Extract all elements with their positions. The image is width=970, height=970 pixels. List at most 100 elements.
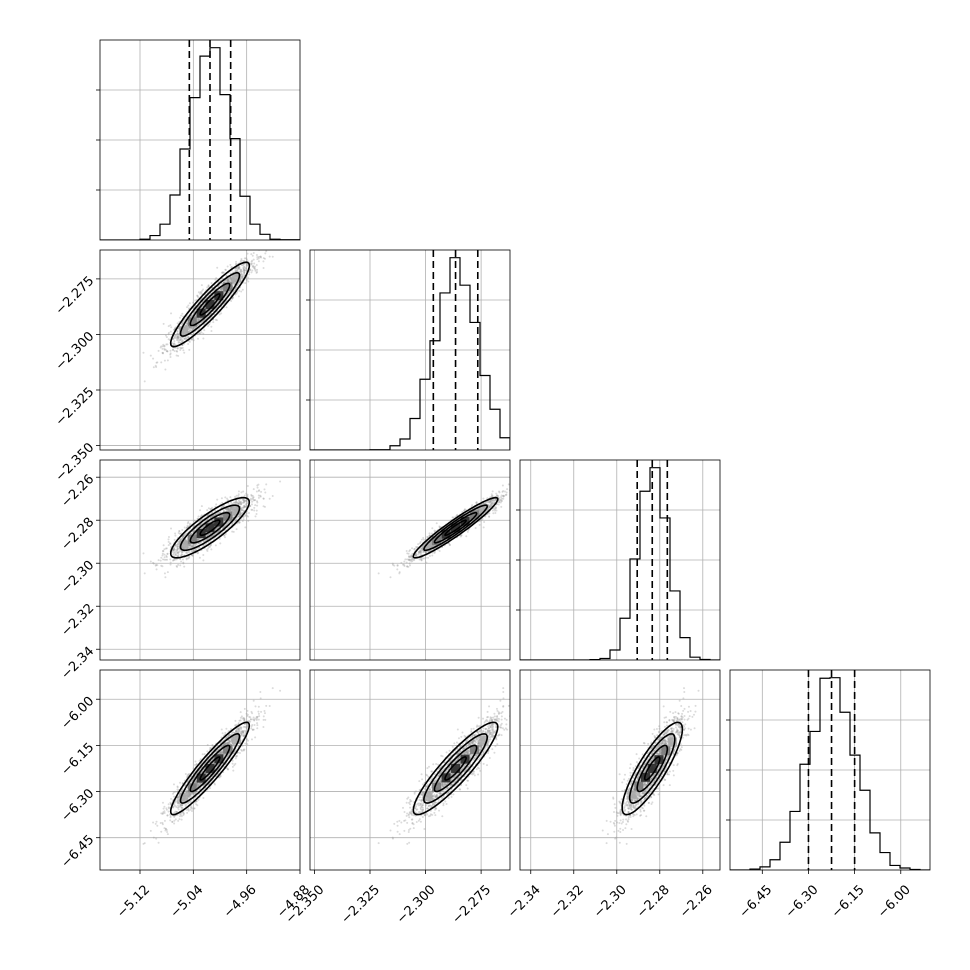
sample-point	[236, 501, 239, 504]
sample-point	[219, 528, 222, 531]
sample-point	[169, 542, 172, 545]
sample-point	[475, 501, 478, 504]
sample-point	[206, 549, 209, 552]
sample-point	[217, 530, 220, 533]
sample-point	[228, 509, 231, 512]
sample-point	[183, 565, 186, 568]
sample-point	[183, 337, 186, 340]
sample-point	[160, 345, 163, 348]
sample-point	[239, 500, 242, 503]
sample-point	[163, 348, 166, 351]
contour-line	[189, 282, 231, 327]
sample-point	[229, 276, 232, 279]
sample-point	[250, 260, 253, 263]
sample-point	[175, 545, 178, 548]
sample-point	[489, 500, 492, 503]
sample-point	[221, 514, 224, 517]
sample-point	[256, 501, 259, 504]
sample-point	[495, 494, 498, 497]
sample-point	[244, 269, 247, 272]
sample-point	[257, 245, 259, 247]
sample-point	[230, 501, 233, 504]
sample-point	[196, 294, 199, 297]
sample-point	[200, 307, 203, 310]
contour-line	[179, 272, 241, 337]
sample-point	[226, 278, 229, 281]
sample-point	[238, 500, 241, 503]
sample-point	[499, 498, 502, 501]
sample-point	[173, 555, 176, 558]
sample-point	[191, 554, 194, 557]
sample-point	[222, 534, 225, 537]
sample-point	[196, 538, 199, 541]
sample-point	[179, 339, 182, 342]
sample-point	[224, 269, 227, 272]
sample-point	[174, 336, 177, 339]
sample-point	[216, 527, 219, 530]
sample-point	[238, 521, 241, 524]
sample-point	[181, 536, 184, 539]
sample-point	[241, 273, 244, 276]
sample-point	[447, 542, 450, 545]
sample-point	[162, 544, 165, 547]
sample-point	[185, 315, 188, 318]
contour-line	[189, 511, 231, 544]
sample-point	[226, 521, 229, 524]
y-tick-label: −2.28	[59, 515, 98, 554]
sample-point	[176, 545, 179, 548]
sample-point	[230, 508, 233, 511]
sample-point	[241, 501, 244, 504]
sample-point	[193, 544, 196, 547]
sample-point	[234, 267, 237, 270]
sample-point	[220, 497, 223, 500]
sample-point	[234, 501, 237, 504]
sample-point	[502, 494, 505, 497]
sample-point	[200, 541, 203, 544]
sample-point	[191, 326, 194, 329]
sample-point	[192, 327, 195, 330]
histogram-step	[310, 257, 510, 450]
sample-point	[424, 556, 427, 559]
sample-point	[180, 538, 183, 541]
sample-point	[229, 276, 232, 279]
sample-point	[420, 547, 423, 550]
sample-point	[244, 282, 247, 285]
sample-point	[143, 572, 146, 575]
sample-point	[183, 337, 186, 340]
sample-point	[202, 288, 205, 291]
sample-point	[167, 544, 170, 547]
sample-point	[187, 342, 190, 345]
sample-point	[186, 322, 189, 325]
sample-point	[228, 278, 231, 281]
sample-point	[220, 271, 223, 274]
sample-point	[257, 494, 260, 497]
sample-point	[190, 327, 193, 330]
sample-point	[196, 337, 199, 340]
sample-point	[179, 348, 182, 351]
sample-point	[243, 265, 246, 268]
sample-point	[489, 500, 492, 503]
sample-point	[199, 317, 202, 320]
sample-point	[251, 494, 254, 497]
sample-point	[225, 507, 228, 510]
sample-point	[494, 506, 497, 509]
sample-point	[210, 282, 213, 285]
sample-point	[212, 534, 215, 537]
sample-point	[197, 317, 200, 320]
sample-point	[491, 494, 494, 497]
sample-point	[176, 339, 179, 342]
sample-point	[181, 339, 184, 342]
sample-point	[216, 527, 219, 530]
sample-point	[190, 544, 193, 547]
sample-point	[174, 532, 177, 535]
sample-point	[225, 274, 228, 277]
sample-point	[196, 295, 199, 298]
sample-point	[489, 504, 492, 507]
sample-point	[253, 267, 256, 270]
sample-point	[186, 324, 189, 327]
sample-point	[179, 557, 182, 560]
sample-point	[461, 510, 464, 513]
sample-point	[216, 266, 219, 269]
sample-point	[154, 564, 157, 567]
sample-point	[229, 277, 232, 280]
